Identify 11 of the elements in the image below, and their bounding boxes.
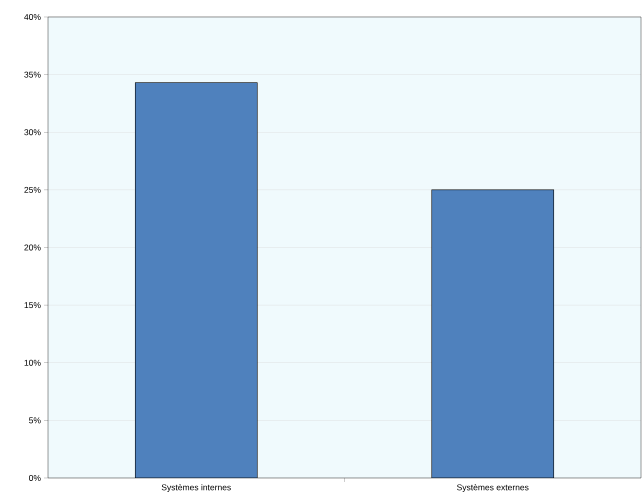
y-tick-label: 40%	[24, 14, 41, 20]
y-tick-label: 25%	[24, 186, 41, 193]
y-tick-label: 20%	[24, 244, 41, 250]
y-tick-label: 0%	[29, 474, 41, 481]
y-tick-label: 5%	[29, 417, 41, 424]
y-tick-label: 35%	[24, 72, 41, 78]
x-tick-label: Systèmes internes	[162, 484, 231, 492]
y-tick-label: 10%	[24, 360, 41, 366]
y-tick-label: 15%	[24, 302, 41, 308]
x-tick-label: Systèmes externes	[457, 484, 529, 492]
y-tick-label: 30%	[24, 129, 41, 136]
